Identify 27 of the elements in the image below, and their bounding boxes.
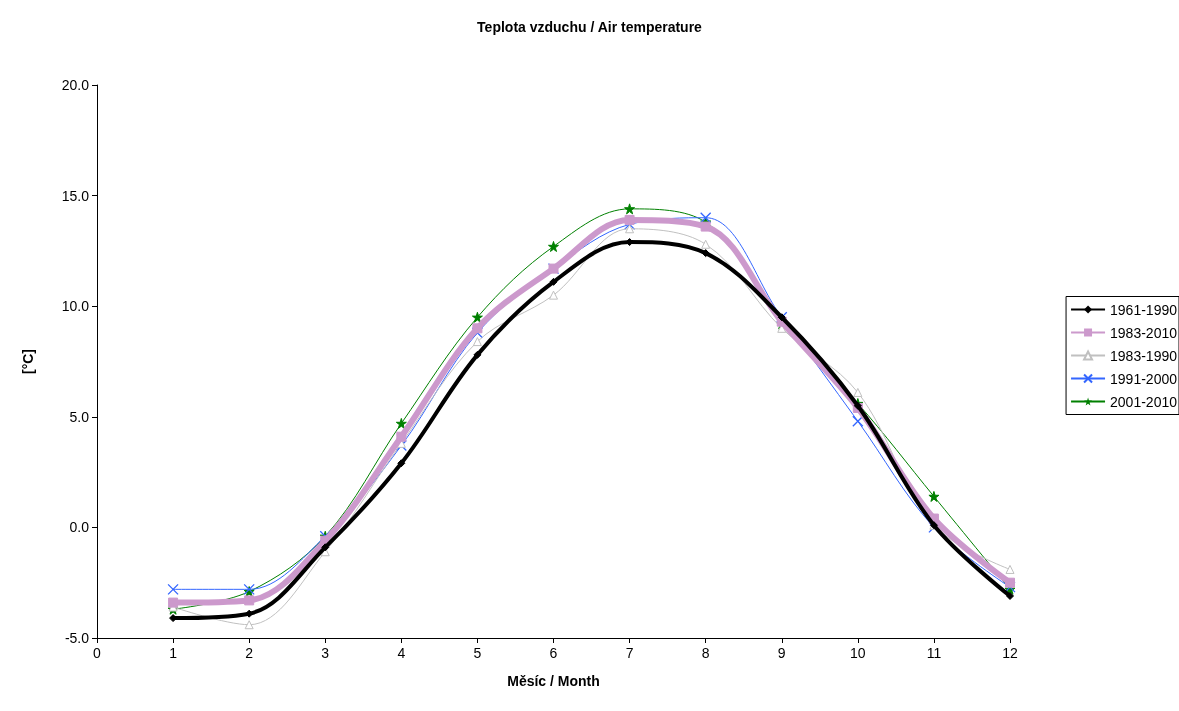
x-tick-label: 8 xyxy=(701,645,710,661)
legend-label: 2001-2010 xyxy=(1110,393,1178,410)
x-tick-label: 6 xyxy=(549,645,558,661)
y-tick-label: 0.0 xyxy=(69,519,90,536)
chart-title: Teplota vzduchu / Air temperature xyxy=(477,19,703,35)
x-tick-label: 4 xyxy=(397,645,406,661)
y-tick-label: 10.0 xyxy=(61,298,90,315)
x-tick-label: 12 xyxy=(1002,645,1018,661)
y-tick-label: 5.0 xyxy=(69,408,90,425)
y-tick-label: 20.0 xyxy=(61,77,90,93)
y-axis-title: [°C] xyxy=(20,348,36,375)
x-tick-label: 0 xyxy=(93,645,102,661)
x-tick-label: 3 xyxy=(321,645,330,661)
x-tick-label: 10 xyxy=(850,645,866,661)
x-tick-label: 2 xyxy=(245,645,254,661)
x-tick-label: 1 xyxy=(169,645,178,661)
x-tick-label: 9 xyxy=(777,645,786,661)
y-tick-label: -5.0 xyxy=(64,630,90,646)
x-tick-label: 7 xyxy=(625,645,634,661)
y-tick-label: 15.0 xyxy=(61,187,90,204)
legend-label: 1991-2000 xyxy=(1110,370,1178,387)
legend-label: 1961-1990 xyxy=(1110,301,1178,318)
legend-label: 1983-1990 xyxy=(1110,347,1178,364)
legend-label: 1983-2010 xyxy=(1110,324,1178,341)
x-tick-label: 11 xyxy=(926,645,942,661)
x-tick-label: 5 xyxy=(473,645,482,661)
x-axis-title: Měsíc / Month xyxy=(507,673,600,689)
